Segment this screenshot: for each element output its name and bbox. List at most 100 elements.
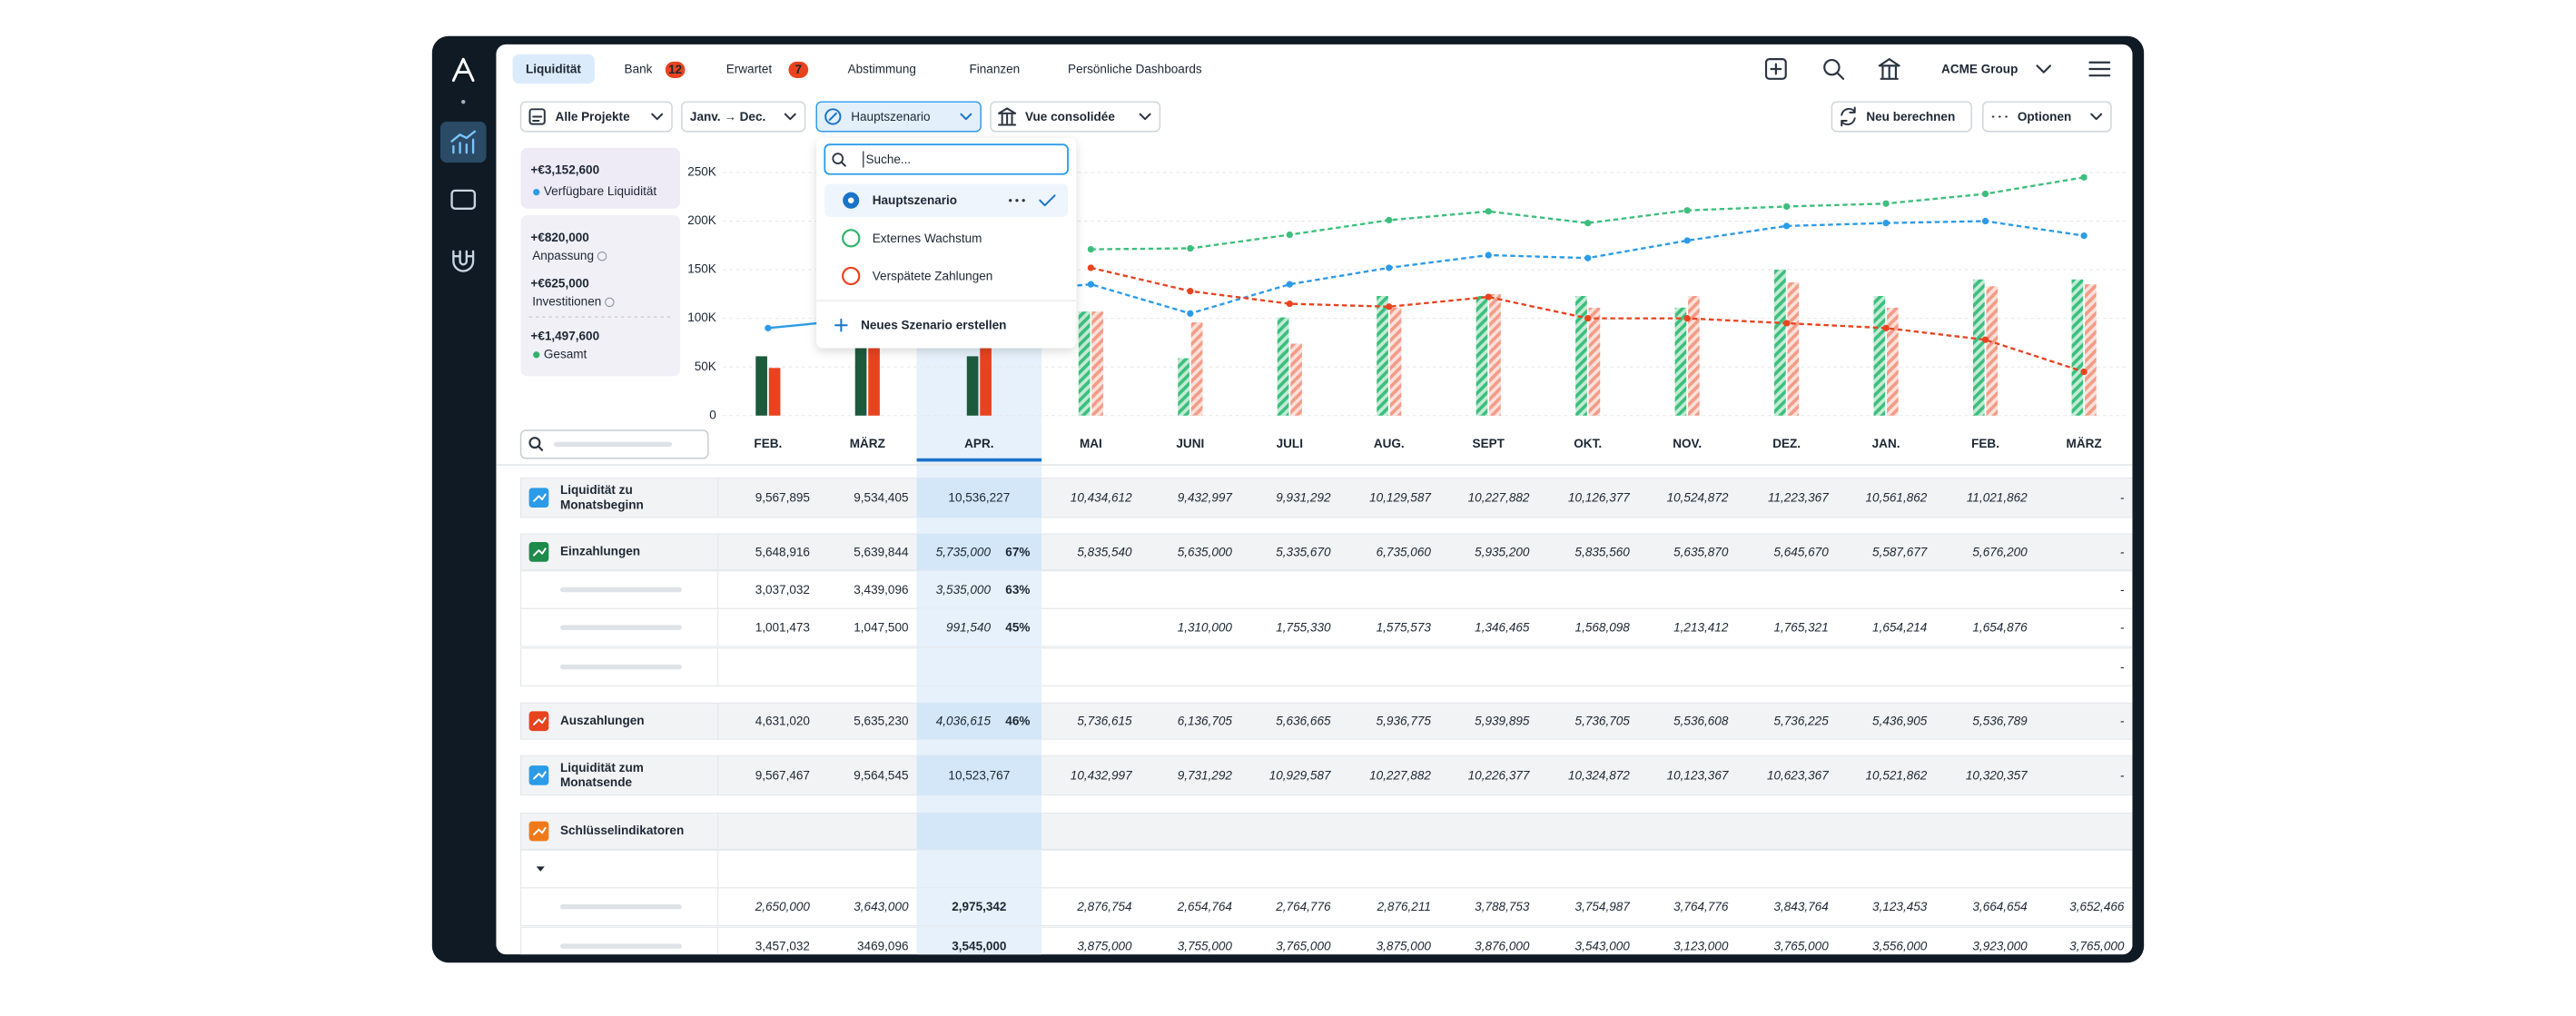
cell-value: 3,439,096 <box>854 583 908 597</box>
row-bg <box>520 477 2133 518</box>
bar <box>1787 281 1800 416</box>
cell-value: 2,876,754 <box>1076 900 1132 913</box>
cell-value: 9,564,545 <box>854 768 908 782</box>
cell-value: 2,876,211 <box>1377 900 1431 913</box>
line-point <box>1783 202 1791 211</box>
filter-label[interactable]: Hauptszenario <box>851 110 930 123</box>
tab-label[interactable]: Erwartet <box>726 62 773 75</box>
summary-amount: +€3,152,600 <box>530 163 599 177</box>
scenario-radio[interactable] <box>842 266 861 286</box>
bank-icon[interactable] <box>1878 58 1900 80</box>
dropdown-item-label[interactable]: Externes Wachstum <box>873 232 982 245</box>
bar <box>755 356 767 416</box>
x-tick-label: APR. <box>964 437 993 450</box>
cell-value: 9,534,405 <box>854 491 908 505</box>
line-point <box>1485 252 1492 259</box>
dropdown-item-label[interactable]: Verspätete Zahlungen <box>873 269 993 282</box>
create-plus <box>834 318 848 332</box>
cell-value: 5,536,608 <box>1673 715 1729 728</box>
summary-dot <box>533 351 540 359</box>
filter-label[interactable]: Janv. → Dec. <box>690 110 765 123</box>
bar <box>1588 307 1601 416</box>
add-icon-plus <box>1770 63 1782 75</box>
summary-dot <box>533 189 540 196</box>
tab-badge-count: 7 <box>795 63 803 76</box>
nav-chart-icon[interactable] <box>450 130 477 154</box>
bar <box>1489 293 1501 416</box>
scenario-radio[interactable] <box>842 229 861 248</box>
row-current-cell <box>916 927 1042 955</box>
bar <box>1873 295 1886 416</box>
line-point <box>2080 232 2087 240</box>
cell-value: 4,631,020 <box>755 715 810 728</box>
cell-value: 9,931,292 <box>1276 491 1331 505</box>
filter-button[interactable] <box>681 101 806 133</box>
summary-amount: +€820,000 <box>530 231 588 244</box>
cell-value: 3,754,987 <box>1575 900 1631 913</box>
dropdown-search[interactable] <box>824 143 1069 175</box>
x-tick-label: MAI <box>1080 437 1102 450</box>
cell-value: 5,835,560 <box>1575 545 1631 558</box>
x-tick-label: JAN. <box>1872 437 1900 450</box>
cell-value: 10,226,377 <box>1468 768 1530 782</box>
summary-label: Verfügbare Liquidität <box>544 184 657 198</box>
search-icon[interactable] <box>1823 58 1841 76</box>
company-chevron[interactable] <box>2036 64 2052 74</box>
cell-value: 1,654,876 <box>1972 621 2028 635</box>
tab-label[interactable]: Bank <box>625 62 653 75</box>
bar <box>1178 358 1189 416</box>
cell-value: 3469,096 <box>857 940 909 953</box>
cell-value: 3,123,000 <box>1673 940 1729 953</box>
cell-value: 11,021,862 <box>1967 491 2028 505</box>
row-bg <box>520 702 2133 740</box>
x-tick-label: AUG. <box>1374 437 1405 450</box>
filter-button[interactable] <box>990 101 1161 133</box>
filter-button[interactable] <box>519 101 673 133</box>
tab-label[interactable]: Persönliche Dashboards <box>1068 62 1202 75</box>
add-icon[interactable] <box>1764 58 1787 80</box>
row-label-placeholder <box>559 903 682 910</box>
nav-wallet-icon[interactable] <box>450 189 477 210</box>
cell-value: 2,764,776 <box>1275 900 1331 913</box>
active-tab-bg[interactable] <box>512 54 595 84</box>
row-label: Schlüsselindikatoren <box>560 824 684 837</box>
row-icon-glyph <box>533 826 547 836</box>
row-label: Einzahlungen <box>560 544 640 557</box>
bar <box>966 356 979 416</box>
create-scenario[interactable]: Neues Szenario erstellen <box>861 319 1006 332</box>
x-tick-label: JUNI <box>1176 437 1204 450</box>
line-point <box>2080 173 2087 181</box>
tab-label[interactable]: Finanzen <box>969 62 1020 75</box>
row-icon-glyph <box>533 771 547 780</box>
cell-value: 10,320,357 <box>1966 768 2028 782</box>
company-name[interactable]: ACME Group <box>1941 62 2018 75</box>
scenario-dropdown: Suche... Hauptszenario Externes Wachstum Ve… <box>816 137 1077 349</box>
expand-caret[interactable] <box>536 866 545 872</box>
filter-button[interactable] <box>1831 101 1972 133</box>
menu-icon[interactable] <box>2088 61 2111 77</box>
filter-label[interactable]: Vue consolidée <box>1025 110 1115 123</box>
filter-button[interactable] <box>1982 101 2112 133</box>
filter-button[interactable] <box>815 101 982 133</box>
cell-value: 5,939,895 <box>1475 715 1530 728</box>
nav-magnet-icon[interactable] <box>452 250 475 272</box>
table-search-icon-handle <box>537 445 544 451</box>
cell-value: 5,936,775 <box>1377 715 1432 728</box>
filter-label[interactable]: Optionen <box>2018 110 2071 123</box>
filter-label[interactable]: Alle Projekte <box>556 110 631 123</box>
filter-label[interactable]: Neu berechnen <box>1866 110 1955 123</box>
tab-label[interactable]: Abstimmung <box>848 62 916 75</box>
cell-value: 10,929,587 <box>1269 768 1331 782</box>
bar <box>868 340 880 416</box>
tab-badge-count: 12 <box>668 63 682 76</box>
sidebar <box>439 57 487 272</box>
cell-value: 10,129,587 <box>1369 491 1431 505</box>
x-tick-label: MÄRZ <box>850 437 885 450</box>
row-bg-sub <box>520 607 2133 647</box>
row-label-placeholder <box>559 664 682 670</box>
tab-label[interactable]: Liquidität <box>526 62 581 75</box>
dropdown-item-label[interactable]: Hauptszenario <box>873 193 957 207</box>
row-icon <box>528 765 549 785</box>
nav-active-bg[interactable] <box>439 121 487 163</box>
line-point <box>1386 216 1393 224</box>
